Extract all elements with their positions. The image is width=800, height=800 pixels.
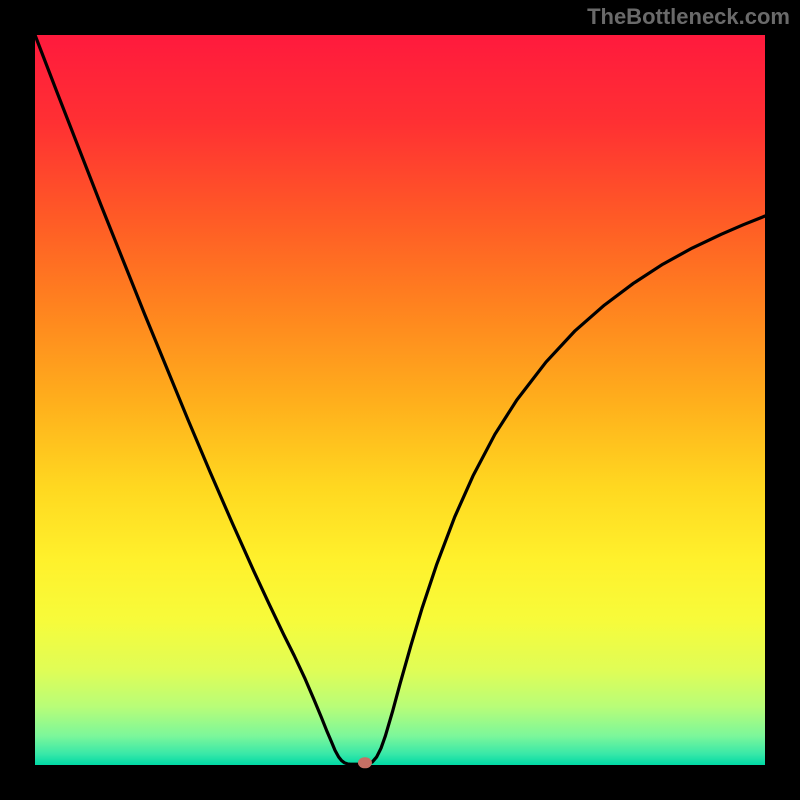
watermark-text: TheBottleneck.com (587, 4, 790, 30)
optimal-point-marker (358, 757, 372, 768)
chart-container: TheBottleneck.com (0, 0, 800, 800)
bottleneck-chart (0, 0, 800, 800)
plot-background (35, 35, 765, 765)
